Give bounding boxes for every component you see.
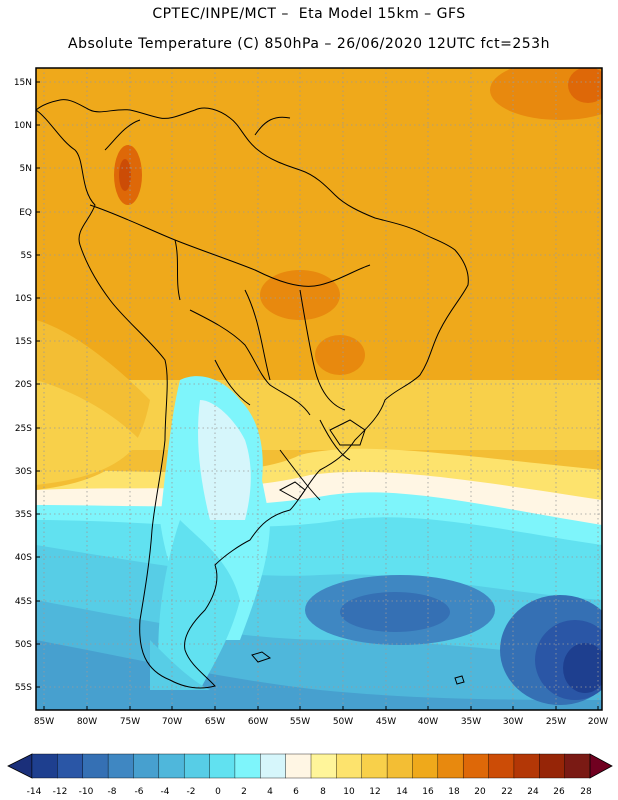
- colorbar-swatch: [336, 753, 363, 779]
- lat-label: 15N: [14, 78, 32, 88]
- colorbar-swatch: [488, 753, 515, 779]
- colorbar-swatch: [513, 753, 540, 779]
- lat-label: 10N: [14, 121, 32, 131]
- colorbar-left-arrow: [7, 753, 33, 779]
- lon-label: 70W: [162, 717, 182, 727]
- lat-label: 5S: [21, 251, 33, 261]
- colorbar-swatch: [158, 753, 185, 779]
- colorbar-label: 18: [448, 787, 460, 797]
- lat-label: 25S: [15, 424, 32, 434]
- coastlines: [36, 99, 469, 689]
- colorbar-label: 14: [396, 787, 408, 797]
- longitude-labels: 85W 80W 75W 70W 65W 60W 55W 50W 45W 40W …: [34, 717, 608, 727]
- colorbar-swatch: [437, 753, 464, 779]
- colorbar-swatch: [209, 753, 236, 779]
- lon-label: 65W: [205, 717, 225, 727]
- colorbar-label: 22: [501, 787, 512, 797]
- colorbar-swatch: [57, 753, 84, 779]
- colorbar-swatch: [386, 753, 413, 779]
- plot-frame: [35, 67, 603, 711]
- chart-title-line-1: CPTEC/INPE/MCT – Eta Model 15km – GFS: [152, 6, 466, 22]
- colorbar-label: -10: [79, 787, 94, 797]
- lon-label: 75W: [120, 717, 140, 727]
- lon-label: 55W: [290, 717, 310, 727]
- colorbar-label: -14: [27, 787, 42, 797]
- latitude-labels: 15N 10N 5N EQ 5S 10S 15S 20S 25S 30S 35S…: [14, 78, 32, 693]
- colorbar-label: -8: [108, 787, 117, 797]
- colorbar-label: 8: [320, 787, 326, 797]
- lat-label: 40S: [15, 553, 32, 563]
- colorbar-swatch: [82, 753, 109, 779]
- colorbar-label: -12: [53, 787, 68, 797]
- colorbar-swatch: [234, 753, 261, 779]
- colorbar-swatch: [285, 753, 312, 779]
- lon-label: 60W: [248, 717, 268, 727]
- lat-label: 15S: [15, 337, 32, 347]
- colorbar-swatch: [133, 753, 160, 779]
- lat-label: 55S: [15, 683, 32, 693]
- colorbar-swatch: [310, 753, 337, 779]
- colorbar-label: 20: [474, 787, 486, 797]
- colorbar-label: -4: [161, 787, 170, 797]
- lat-label: 45S: [15, 597, 32, 607]
- colorbar-label: 12: [369, 787, 380, 797]
- lon-label: 35W: [461, 717, 481, 727]
- colorbar-label: 2: [241, 787, 247, 797]
- colorbar-swatch: [564, 753, 591, 779]
- chart-title-line-2: Absolute Temperature (C) 850hPa – 26/06/…: [68, 36, 550, 52]
- colorbar-swatch: [361, 753, 388, 779]
- lon-label: 85W: [34, 717, 54, 727]
- colorbar-label: -6: [135, 787, 144, 797]
- colorbar-label: 28: [580, 787, 592, 797]
- colorbar-label: -2: [187, 787, 196, 797]
- lat-label: 30S: [15, 467, 32, 477]
- lat-label: 20S: [15, 380, 32, 390]
- colorbar-label: 4: [267, 787, 273, 797]
- colorbar-swatch: [462, 753, 490, 779]
- lat-label: 35S: [15, 510, 32, 520]
- lat-label: 5N: [20, 164, 32, 174]
- lon-label: 50W: [333, 717, 353, 727]
- colorbar-label: 0: [215, 787, 221, 797]
- colorbar-label: 26: [553, 787, 565, 797]
- colorbar-swatch: [107, 753, 134, 779]
- lon-label: 25W: [546, 717, 566, 727]
- lat-label: 50S: [15, 640, 32, 650]
- lon-label: 45W: [376, 717, 396, 727]
- colorbar-swatch: [183, 753, 211, 779]
- lat-label: EQ: [19, 208, 32, 218]
- colorbar-label: 10: [343, 787, 355, 797]
- colorbar-label: 6: [293, 787, 299, 797]
- colorbar-swatch: [412, 753, 439, 779]
- lat-label: 10S: [15, 294, 32, 304]
- lon-label: 40W: [418, 717, 438, 727]
- colorbar: -14 -12 -10 -8 -6 -4 -2 0 2 4 6 8 10 12 …: [7, 753, 613, 797]
- colorbar-swatch: [260, 753, 287, 779]
- colorbar-label: 24: [527, 787, 539, 797]
- temperature-field: [36, 68, 602, 710]
- colorbar-labels: -14 -12 -10 -8 -6 -4 -2 0 2 4 6 8 10 12 …: [27, 787, 592, 797]
- lon-label: 80W: [77, 717, 97, 727]
- colorbar-swatch: [31, 753, 58, 779]
- colorbar-label: 16: [422, 787, 434, 797]
- lon-label: 20W: [588, 717, 608, 727]
- axis-ticks: [36, 81, 599, 710]
- colorbar-swatch: [539, 753, 566, 779]
- lon-label: 30W: [503, 717, 523, 727]
- colorbar-swatches: [31, 753, 591, 779]
- colorbar-right-arrow: [589, 753, 613, 779]
